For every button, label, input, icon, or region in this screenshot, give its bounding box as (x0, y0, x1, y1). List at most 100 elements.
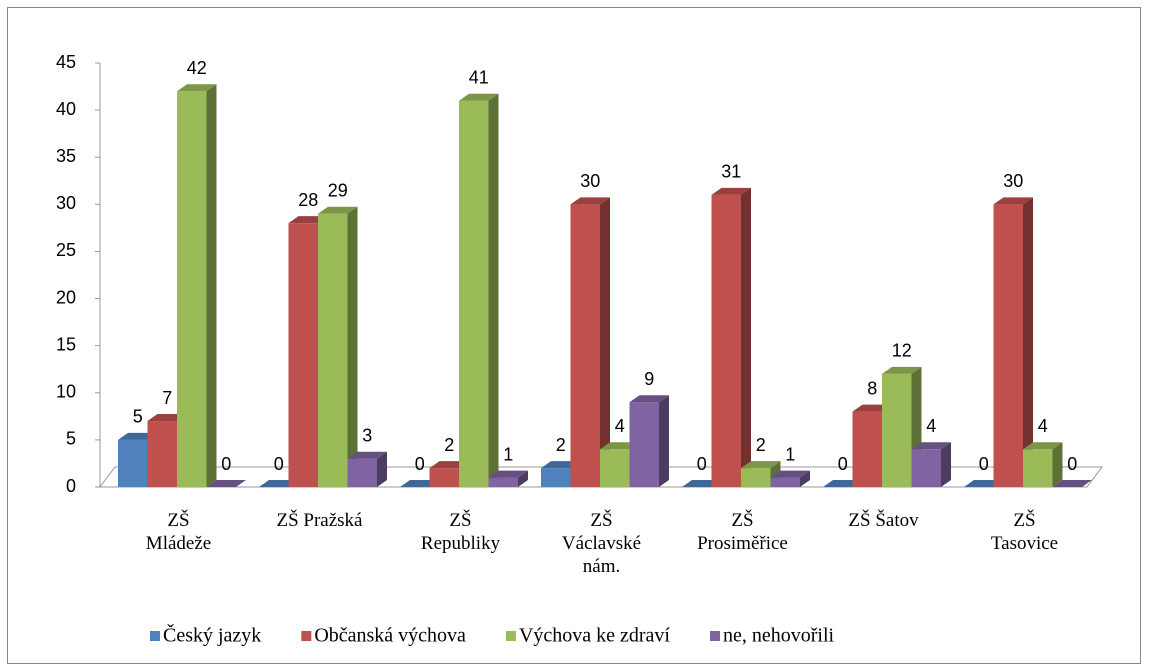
value-label: 31 (721, 162, 741, 182)
bar (1052, 480, 1092, 487)
bar-side (377, 451, 387, 487)
legend-swatch (150, 631, 160, 641)
value-label: 30 (1003, 171, 1023, 191)
bar-front (147, 421, 177, 487)
bar (347, 451, 387, 487)
x-tick-label: ZŠ Tasovice (991, 509, 1058, 554)
bar-front (318, 213, 348, 487)
bar-front (429, 468, 459, 487)
bar-front (770, 477, 800, 487)
value-label: 5 (133, 407, 143, 427)
bar (629, 395, 669, 487)
x-tick-label-line: ZŠ (1013, 509, 1035, 531)
y-tick-label: 25 (56, 240, 76, 260)
y-tick-label: 30 (56, 193, 76, 213)
value-label: 12 (892, 341, 912, 361)
bar-side (659, 395, 669, 487)
x-tick-label: ZŠ Pražská (276, 509, 363, 531)
legend-swatch (709, 631, 720, 641)
y-tick-label: 20 (56, 287, 76, 307)
bar-top (993, 197, 1033, 205)
value-label: 2 (444, 435, 454, 455)
bar-top (206, 480, 246, 487)
bar-top (1052, 480, 1092, 487)
value-label: 4 (1038, 416, 1048, 436)
bar-side (518, 470, 528, 487)
value-label: 0 (838, 454, 848, 474)
x-tick-label-line: nám. (583, 556, 620, 577)
bar-front (288, 223, 318, 487)
bar-front (347, 458, 377, 487)
value-label: 2 (756, 435, 766, 455)
x-tick-label-line: Mládeže (146, 533, 211, 554)
bar-top (911, 442, 951, 450)
bar-side (488, 93, 499, 487)
value-label: 1 (785, 444, 795, 464)
bar-front (711, 194, 741, 487)
bar-top (318, 206, 358, 214)
bar-top (770, 470, 810, 478)
x-tick-label-line: Prosiměřice (697, 533, 788, 554)
x-tick-label-line: Václavské (562, 533, 641, 554)
x-tick-label-line: ZŠ (731, 509, 753, 531)
bar-front (177, 91, 207, 488)
x-tick-label-line: ZŠ (449, 509, 471, 531)
legend-label: Občanská výchova (314, 625, 466, 647)
value-label: 1 (503, 444, 513, 464)
bar (711, 187, 751, 487)
bar-front (629, 402, 659, 487)
y-tick-label: 15 (56, 334, 76, 354)
bar (1023, 442, 1063, 487)
bar (770, 470, 810, 487)
y-tick-label: 40 (56, 99, 76, 119)
x-tick-label: ZŠ Republiky (421, 509, 501, 554)
bar-front (741, 468, 771, 487)
value-label: 0 (221, 454, 231, 474)
bar (459, 93, 499, 487)
value-label: 29 (328, 181, 348, 201)
bar (488, 470, 528, 487)
value-label: 41 (469, 67, 489, 87)
bar-top (741, 461, 781, 469)
legend-swatch (505, 631, 516, 641)
y-tick-label: 5 (66, 429, 76, 449)
value-label: 4 (926, 416, 936, 436)
bar-front (118, 439, 148, 487)
bar-side (800, 470, 810, 487)
y-tick-label: 35 (56, 146, 76, 166)
value-label: 4 (615, 416, 625, 436)
bar-top (882, 366, 922, 374)
y-tick-label: 45 (56, 52, 76, 72)
bar-top (488, 470, 528, 478)
bar-front (570, 204, 600, 488)
value-label: 28 (298, 190, 318, 210)
bar (911, 442, 951, 487)
bar-top (177, 84, 217, 92)
x-tick-label-line: ZŠ Šatov (848, 509, 919, 531)
value-label: 7 (162, 388, 172, 408)
y-tick-label: 0 (66, 476, 76, 496)
bar-front (488, 477, 518, 487)
x-tick-label: ZŠ Mládeže (146, 509, 211, 554)
value-label: 0 (1067, 454, 1077, 474)
value-label: 0 (274, 454, 284, 474)
x-tick-label-line: ZŠ Pražská (276, 509, 363, 531)
x-tick-label-line: ZŠ (167, 509, 189, 531)
bar-side (941, 442, 951, 487)
bar-top (570, 197, 610, 205)
value-label: 0 (979, 454, 989, 474)
legend-label: Výchova ke zdraví (519, 625, 670, 647)
x-tick-label-line: ZŠ (590, 509, 612, 531)
bar-front (600, 449, 630, 487)
bar-side (1052, 442, 1063, 487)
value-label: 0 (415, 454, 425, 474)
bar (882, 366, 922, 487)
bar (177, 84, 217, 488)
bar-side (600, 197, 610, 488)
legend-label: Český jazyk (163, 623, 261, 647)
bar (206, 480, 246, 487)
bar-side (206, 84, 217, 488)
value-label: 2 (556, 435, 566, 455)
x-tick-label-line: Republiky (421, 533, 501, 554)
